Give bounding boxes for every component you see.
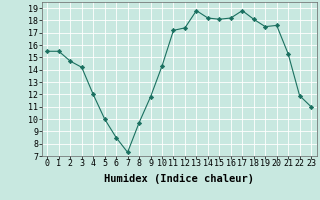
X-axis label: Humidex (Indice chaleur): Humidex (Indice chaleur) [104,174,254,184]
